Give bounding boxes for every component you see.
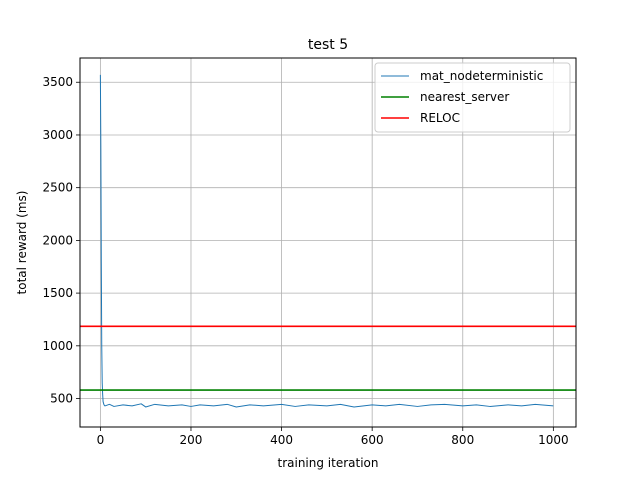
ticks: 0 200 400 600 800 1000 500 1000 1500 2000 2500 3000… — [42, 75, 568, 447]
x-tick-label: 800 — [451, 433, 474, 447]
legend-label-mat-nodeterministic: mat_nodeterministic — [420, 69, 543, 83]
y-tick-label: 2500 — [42, 181, 73, 195]
legend-label-reloc: RELOC — [420, 111, 460, 125]
plot-frame — [79, 57, 577, 428]
legend-box — [374, 62, 571, 133]
y-tick-label: 2000 — [42, 233, 73, 247]
y-tick-label: 3000 — [42, 128, 73, 142]
chart-title: test 5 — [308, 37, 348, 53]
grid — [80, 58, 576, 427]
legend: mat_nodeterministic nearest_server RELOC — [374, 62, 571, 133]
y-tick-label: 500 — [50, 392, 73, 406]
series-line-mat-nodeterministic — [99, 74, 554, 408]
x-tick-label: 600 — [361, 433, 384, 447]
y-tick-label: 3500 — [42, 75, 73, 89]
x-tick-label: 200 — [180, 433, 203, 447]
x-tick-label: 1000 — [538, 433, 569, 447]
y-axis-label: total reward (ms) — [15, 191, 29, 295]
series-layer — [80, 74, 576, 408]
x-tick-label: 400 — [270, 433, 293, 447]
y-tick-label: 1500 — [42, 286, 73, 300]
x-tick-label: 0 — [97, 433, 105, 447]
x-axis-label: training iteration — [278, 456, 379, 470]
y-tick-label: 1000 — [42, 339, 73, 353]
legend-label-nearest-server: nearest_server — [420, 90, 509, 104]
